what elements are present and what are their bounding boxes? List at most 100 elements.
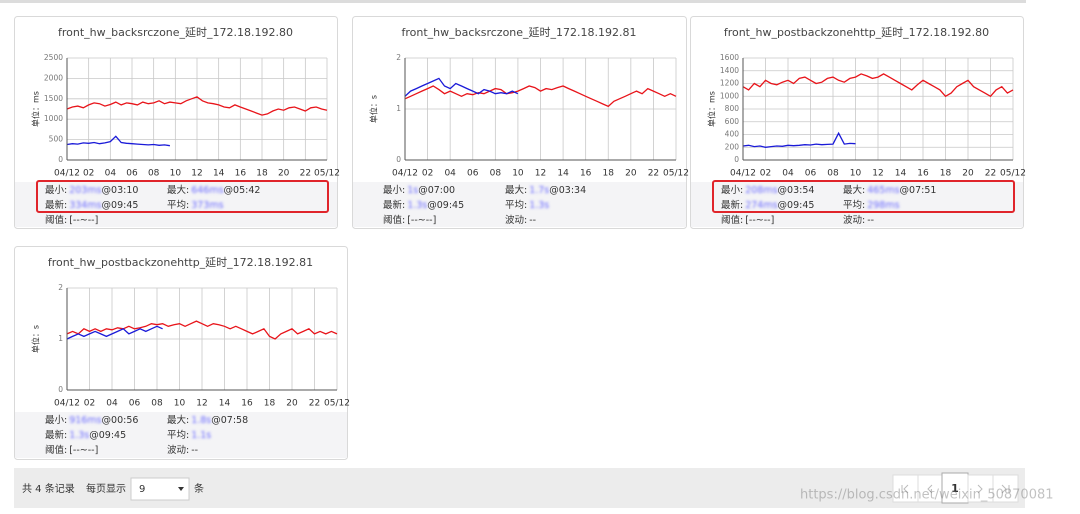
stat-label: 最大:	[167, 184, 189, 196]
next-page-button[interactable]	[967, 474, 994, 503]
stat: 最小: 916ms@00:56	[45, 415, 138, 426]
stat: 最新: 334ms@09:45	[45, 199, 138, 211]
x-tick-label: 05/12	[1000, 169, 1026, 179]
panel: front_hw_postbackzonehttp_延时_172.18.192.…	[14, 246, 350, 460]
stat-label: 阈值:	[383, 214, 405, 226]
stat: 阈值: [--~--]	[383, 214, 436, 226]
x-tick-label: 06	[805, 169, 817, 179]
stat-value: 1.3s	[407, 200, 427, 211]
prev-page-button[interactable]	[917, 474, 943, 503]
y-tick-label: 600	[725, 117, 740, 126]
x-tick-label: 04	[444, 169, 456, 179]
stat-time: @00:56	[102, 415, 139, 426]
stat-time: @03:10	[102, 185, 139, 196]
stat-value: 208ms	[745, 185, 777, 196]
x-tick-label: 20	[962, 169, 974, 179]
x-tick-label: 04/12	[54, 399, 80, 409]
stat-label: 波动:	[505, 214, 527, 226]
first-icon	[901, 484, 909, 494]
stat: 阈值: [--~--]	[721, 214, 774, 226]
series-line	[66, 320, 338, 340]
stat-value: 465ms	[867, 185, 899, 196]
stat-value: 646ms	[191, 185, 223, 196]
stat-value: 203ms	[69, 185, 101, 196]
x-tick-label: 06	[467, 169, 479, 179]
x-tick-label: 05/12	[324, 399, 350, 409]
x-tick-label: 04	[782, 169, 794, 179]
y-tick-label: 0	[58, 155, 63, 164]
x-tick-label: 12	[872, 169, 883, 179]
stats-band	[691, 182, 1023, 227]
stat-label: 阈值:	[45, 444, 67, 456]
series-line	[66, 96, 328, 116]
series-line	[742, 131, 856, 148]
stat: 最大: 1.7s@03:34	[505, 184, 586, 196]
stat: 最小: 203ms@03:10	[45, 185, 138, 196]
stat-label: 阈值:	[45, 214, 67, 226]
x-tick-label: 16	[917, 169, 929, 179]
stat: 波动: --	[843, 214, 874, 226]
x-tick-label: 18	[256, 169, 268, 179]
stat: 平均: 373ms	[167, 199, 224, 211]
stat-value: 1s	[407, 185, 418, 196]
y-axis-label: 单位：ms	[707, 91, 717, 127]
y-tick-label: 1000	[44, 114, 63, 123]
stat-value: --	[191, 445, 198, 456]
stats-band	[15, 182, 337, 227]
stat: 最小: 1s@07:00	[383, 185, 455, 196]
x-tick-label: 12	[191, 169, 202, 179]
x-tick-label: 10	[850, 169, 862, 179]
highlight-box	[36, 180, 329, 213]
stat-label: 最大:	[505, 184, 527, 196]
stat-label: 最小:	[383, 185, 405, 196]
stat-value: [--~--]	[69, 215, 98, 226]
stat: 平均: 298ms	[843, 199, 900, 211]
series-line	[66, 135, 170, 147]
current-page-button[interactable]	[941, 472, 969, 504]
stat: 阈值: [--~--]	[45, 444, 98, 456]
stat-label: 平均:	[167, 429, 189, 441]
y-tick-label: 0	[58, 385, 63, 394]
chart-title: front_hw_backsrczone_延时_172.18.192.80	[58, 26, 293, 39]
stat-label: 波动:	[167, 444, 189, 456]
y-axis-label: 单位：s	[31, 325, 41, 353]
x-tick-label: 04/12	[54, 169, 80, 179]
stat-value: --	[867, 215, 874, 226]
panel: front_hw_backsrczone_延时_172.18.192.81 单位：…	[352, 16, 689, 229]
x-tick-label: 22	[648, 169, 659, 179]
stat: 最新: 1.3s@09:45	[383, 199, 464, 211]
x-tick-label: 06	[129, 399, 141, 409]
x-tick-label: 16	[580, 169, 592, 179]
y-tick-label: 1600	[720, 53, 739, 62]
stat-time: @07:58	[211, 415, 248, 426]
stat-label: 平均:	[505, 199, 527, 211]
per-page-select[interactable]	[130, 477, 190, 501]
x-tick-label: 22	[309, 399, 320, 409]
stat-value: [--~--]	[69, 445, 98, 456]
x-tick-label: 08	[490, 169, 502, 179]
y-tick-label: 0	[734, 155, 739, 164]
x-tick-label: 20	[286, 399, 298, 409]
first-page-button[interactable]	[892, 474, 919, 503]
series-line	[404, 77, 519, 97]
stat: 最小: 208ms@03:54	[721, 185, 814, 196]
stat-value: [--~--]	[407, 215, 436, 226]
chart-title: front_hw_postbackzonehttp_延时_172.18.192.…	[724, 26, 989, 39]
x-tick-label: 04/12	[730, 169, 756, 179]
y-tick-label: 1200	[720, 79, 739, 88]
highlight-box	[712, 180, 1015, 213]
per-page-value: 9	[139, 484, 145, 495]
x-tick-label: 14	[213, 169, 225, 179]
panel-frame	[690, 16, 1024, 229]
stats-band	[15, 412, 347, 458]
stat-value: --	[529, 215, 536, 226]
x-tick-label: 14	[219, 399, 231, 409]
total-records: 共 4 条记录	[22, 482, 75, 495]
stat: 平均: 1.3s	[505, 199, 549, 211]
stat-value: 1.7s	[529, 185, 549, 196]
stat-label: 最大:	[843, 184, 865, 196]
stat-value: 373ms	[191, 200, 223, 211]
x-tick-label: 14	[895, 169, 907, 179]
x-tick-label: 04/12	[392, 169, 418, 179]
